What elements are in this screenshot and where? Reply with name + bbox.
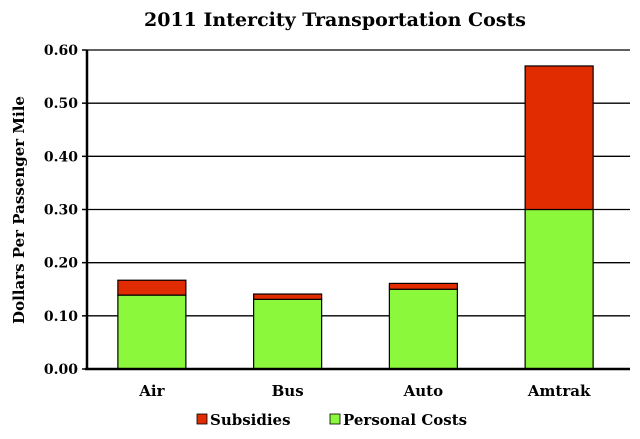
bar-personal-costs bbox=[117, 294, 187, 370]
x-tick-label: Air bbox=[138, 382, 165, 400]
y-tick-label: 0.10 bbox=[44, 309, 78, 325]
bar-personal-costs bbox=[253, 298, 323, 370]
y-tick-label: 0.00 bbox=[44, 362, 78, 378]
y-tick-label: 0.60 bbox=[44, 43, 78, 59]
bar-personal-costs bbox=[388, 288, 458, 370]
chart-title: 2011 Intercity Transportation Costs bbox=[144, 9, 526, 31]
bar-personal-costs bbox=[524, 208, 594, 370]
bar-subsidies bbox=[117, 279, 187, 296]
y-tick-label: 0.20 bbox=[44, 256, 78, 272]
bar-subsidies bbox=[388, 282, 458, 290]
legend-swatch bbox=[196, 413, 208, 425]
bar-subsidies bbox=[524, 65, 594, 211]
legend-swatch bbox=[329, 413, 341, 425]
x-tick-label: Amtrak bbox=[527, 382, 591, 400]
legend-label: Subsidies bbox=[210, 411, 291, 429]
y-tick-label: 0.50 bbox=[44, 96, 78, 112]
y-axis-label: Dollars Per Passenger Mile bbox=[10, 96, 28, 324]
legend-label: Personal Costs bbox=[343, 411, 467, 429]
x-tick-label: Auto bbox=[403, 382, 443, 400]
x-tick-label: Bus bbox=[272, 382, 304, 400]
y-tick-label: 0.40 bbox=[44, 149, 78, 165]
y-tick-label: 0.30 bbox=[44, 203, 78, 219]
bar-subsidies bbox=[253, 293, 323, 300]
